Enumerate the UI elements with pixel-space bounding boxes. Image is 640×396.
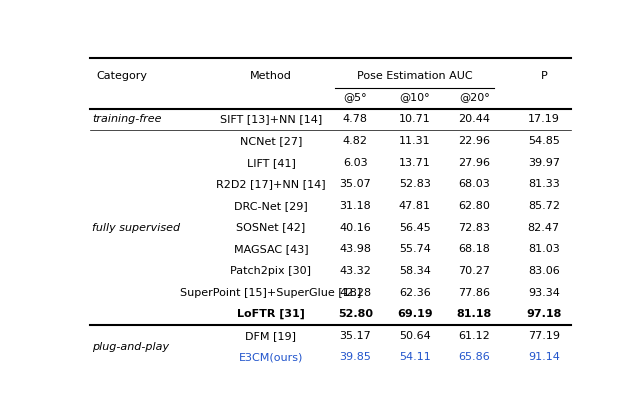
Text: 35.07: 35.07 [339,179,371,189]
Text: 4.78: 4.78 [343,114,368,124]
Text: 11.31: 11.31 [399,136,431,146]
Text: 10.71: 10.71 [399,114,431,124]
Text: 22.96: 22.96 [458,136,490,146]
Text: MAGSAC [43]: MAGSAC [43] [234,244,308,254]
Text: @20°: @20° [459,92,490,102]
Text: 50.64: 50.64 [399,331,431,341]
Text: 58.34: 58.34 [399,266,431,276]
Text: P: P [540,72,547,82]
Text: 82.47: 82.47 [528,223,560,232]
Text: LIFT [41]: LIFT [41] [246,158,296,168]
Text: 6.03: 6.03 [343,158,367,168]
Text: 83.06: 83.06 [528,266,559,276]
Text: 68.03: 68.03 [458,179,490,189]
Text: Category: Category [97,72,148,82]
Text: 70.27: 70.27 [458,266,490,276]
Text: training-free: training-free [92,114,162,124]
Text: 91.14: 91.14 [528,352,560,362]
Text: Patch2pix [30]: Patch2pix [30] [230,266,312,276]
Text: 52.83: 52.83 [399,179,431,189]
Text: SIFT [13]+NN [14]: SIFT [13]+NN [14] [220,114,322,124]
Text: 81.03: 81.03 [528,244,559,254]
Text: 43.32: 43.32 [339,266,371,276]
Text: 62.36: 62.36 [399,287,431,297]
Text: 97.18: 97.18 [526,309,561,319]
Text: 69.19: 69.19 [397,309,433,319]
Text: 81.18: 81.18 [457,309,492,319]
Text: 35.17: 35.17 [339,331,371,341]
Text: NCNet [27]: NCNet [27] [240,136,302,146]
Text: 93.34: 93.34 [528,287,560,297]
Text: 55.74: 55.74 [399,244,431,254]
Text: 81.33: 81.33 [528,179,559,189]
Text: 39.97: 39.97 [528,158,560,168]
Text: 65.86: 65.86 [458,352,490,362]
Text: 4.82: 4.82 [343,136,368,146]
Text: 13.71: 13.71 [399,158,431,168]
Text: 61.12: 61.12 [458,331,490,341]
Text: 47.81: 47.81 [399,201,431,211]
Text: LoFTR [31]: LoFTR [31] [237,309,305,319]
Text: 52.80: 52.80 [338,309,372,319]
Text: 54.85: 54.85 [528,136,560,146]
Text: 85.72: 85.72 [528,201,560,211]
Text: 43.98: 43.98 [339,244,371,254]
Text: Pose Estimation AUC: Pose Estimation AUC [357,72,472,82]
Text: SOSNet [42]: SOSNet [42] [236,223,305,232]
Text: 54.11: 54.11 [399,352,431,362]
Text: Method: Method [250,72,292,82]
Text: 17.19: 17.19 [528,114,560,124]
Text: 72.83: 72.83 [458,223,490,232]
Text: @5°: @5° [344,92,367,102]
Text: 39.85: 39.85 [339,352,371,362]
Text: @10°: @10° [399,92,430,102]
Text: fully supervised: fully supervised [92,223,180,232]
Text: 40.16: 40.16 [339,223,371,232]
Text: 27.96: 27.96 [458,158,490,168]
Text: 77.86: 77.86 [458,287,490,297]
Text: plug-and-play: plug-and-play [92,342,170,352]
Text: SuperPoint [15]+SuperGlue [18]: SuperPoint [15]+SuperGlue [18] [180,287,362,297]
Text: 31.18: 31.18 [339,201,371,211]
Text: 42.28: 42.28 [339,287,371,297]
Text: E3CM(ours): E3CM(ours) [239,352,303,362]
Text: DFM [19]: DFM [19] [246,331,296,341]
Text: 77.19: 77.19 [528,331,560,341]
Text: 20.44: 20.44 [458,114,490,124]
Text: 68.18: 68.18 [458,244,490,254]
Text: 56.45: 56.45 [399,223,431,232]
Text: R2D2 [17]+NN [14]: R2D2 [17]+NN [14] [216,179,326,189]
Text: DRC-Net [29]: DRC-Net [29] [234,201,308,211]
Text: 62.80: 62.80 [458,201,490,211]
